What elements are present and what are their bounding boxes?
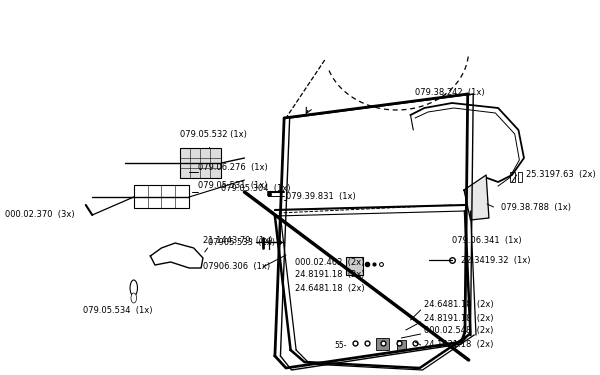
Text: 000.02.462  (2x): 000.02.462 (2x) [295, 258, 365, 267]
Text: 07906.306  (1x): 07906.306 (1x) [203, 262, 270, 272]
Text: 24.8191.18  (2x): 24.8191.18 (2x) [424, 314, 494, 322]
Text: 55-: 55- [334, 340, 346, 350]
Ellipse shape [131, 293, 137, 303]
Bar [376, 338, 389, 350]
Text: 079.05.531  (1x): 079.05.531 (1x) [199, 180, 268, 189]
Bar [518, 172, 522, 182]
Text: 079.38.788  (1x): 079.38.788 (1x) [501, 202, 571, 211]
Text: 079.39.831  (1x): 079.39.831 (1x) [286, 192, 356, 201]
Text: 079.05.534  (1x): 079.05.534 (1x) [83, 306, 152, 315]
Text: 22.3419.32  (1x): 22.3419.32 (1x) [461, 255, 531, 264]
Text: 079.38.242  (1x): 079.38.242 (1x) [415, 87, 485, 96]
Text: 000.02.548  (2x): 000.02.548 (2x) [424, 327, 494, 336]
Text: 079.06.276  (1x): 079.06.276 (1x) [199, 164, 268, 172]
Bar [346, 257, 362, 275]
Text: 24.6481.18  (2x): 24.6481.18 (2x) [295, 284, 365, 292]
Text: 24.6481.18  (2x): 24.6481.18 (2x) [424, 300, 494, 309]
Text: 079.05.304  (1x): 079.05.304 (1x) [221, 183, 291, 192]
Bar [397, 340, 406, 350]
Text: 079.06.341  (1x): 079.06.341 (1x) [452, 236, 521, 244]
Bar [134, 185, 189, 208]
Polygon shape [464, 175, 489, 220]
Text: 000.02.370  (3x): 000.02.370 (3x) [5, 210, 74, 219]
Text: 079.05.532 (1x): 079.05.532 (1x) [180, 130, 247, 140]
Bar [180, 148, 221, 178]
Bar [510, 172, 515, 182]
Text: 25.3197.63  (2x): 25.3197.63 (2x) [526, 171, 596, 180]
Text: 21.1443.79  (1x): 21.1443.79 (1x) [203, 236, 272, 244]
Text: 24.1421.18  (2x): 24.1421.18 (2x) [424, 339, 494, 348]
Ellipse shape [130, 280, 137, 296]
Text: 24.8191.18  (2x): 24.8191.18 (2x) [295, 270, 365, 279]
Text: 07905.533  (1x): 07905.533 (1x) [208, 238, 275, 248]
